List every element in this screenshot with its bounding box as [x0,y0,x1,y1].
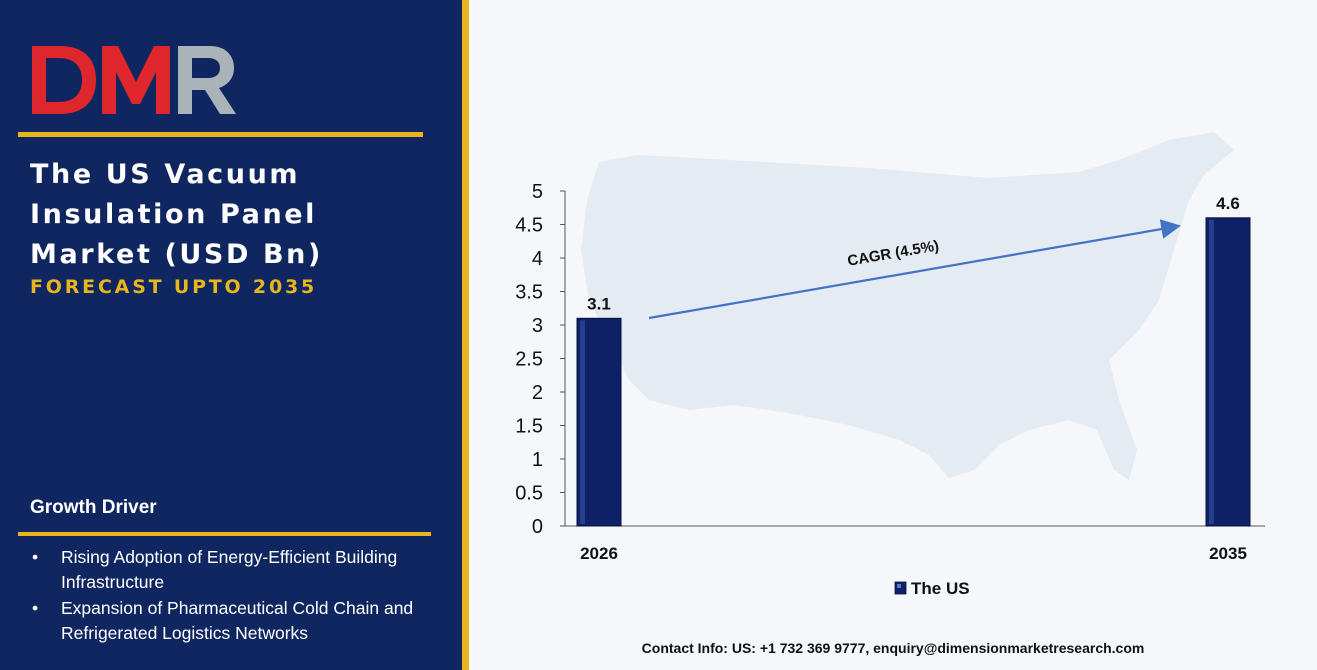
cagr-arrow [648,219,1181,320]
bullet: • [32,598,39,618]
bullet: • [32,547,39,567]
divider-rule [462,0,469,670]
data-label: 4.6 [1216,194,1240,213]
title-line: Market (USD Bn) [30,239,323,270]
title-line: Insulation Panel [30,199,318,230]
legend-swatch-highlight [897,584,901,588]
bar-highlight [1209,219,1214,525]
logo-underline [18,132,423,137]
dmr-logo [32,46,236,114]
y-tick-label: 4 [532,248,543,270]
growth-driver-heading: Growth Driver [30,497,157,518]
list-item: • Expansion of Pharmaceutical Cold Chain … [30,596,450,646]
growth-driver-list: • Rising Adoption of Energy-Efficient Bui… [30,545,450,647]
driver-text: Rising Adoption of Energy-Efficient Buil… [61,547,398,592]
page-title: The US Vacuum Insulation Panel Market (U… [30,155,450,275]
forecast-subtitle: FORECAST UPTO 2035 [30,276,318,298]
y-tick-label: 0.5 [515,483,543,505]
driver-text: Expansion of Pharmaceutical Cold Chain a… [61,598,414,643]
y-tick-label: 4.5 [515,215,543,237]
x-tick-label: 2035 [1209,544,1247,563]
bar-highlight [580,320,585,524]
legend-label: The US [911,579,970,598]
bar-chart: 00.511.522.533.544.553.120264.62035CAGR … [515,132,1265,598]
y-tick-label: 2 [532,382,543,404]
y-tick-label: 2.5 [515,349,543,371]
title-line: The US Vacuum [30,159,301,190]
y-tick-label: 3.5 [515,282,543,304]
y-tick-label: 1 [532,449,543,471]
data-label: 3.1 [587,294,611,313]
contact-info: Contact Info: US: +1 732 369 9777, enqui… [641,640,1145,656]
growth-driver-underline [18,532,431,536]
list-item: • Rising Adoption of Energy-Efficient Bui… [30,545,450,595]
us-map-background [581,132,1234,480]
x-tick-label: 2026 [580,544,618,563]
y-tick-label: 0 [532,516,543,538]
y-tick-label: 1.5 [515,416,543,438]
y-tick-label: 5 [532,181,543,203]
y-tick-label: 3 [532,315,543,337]
